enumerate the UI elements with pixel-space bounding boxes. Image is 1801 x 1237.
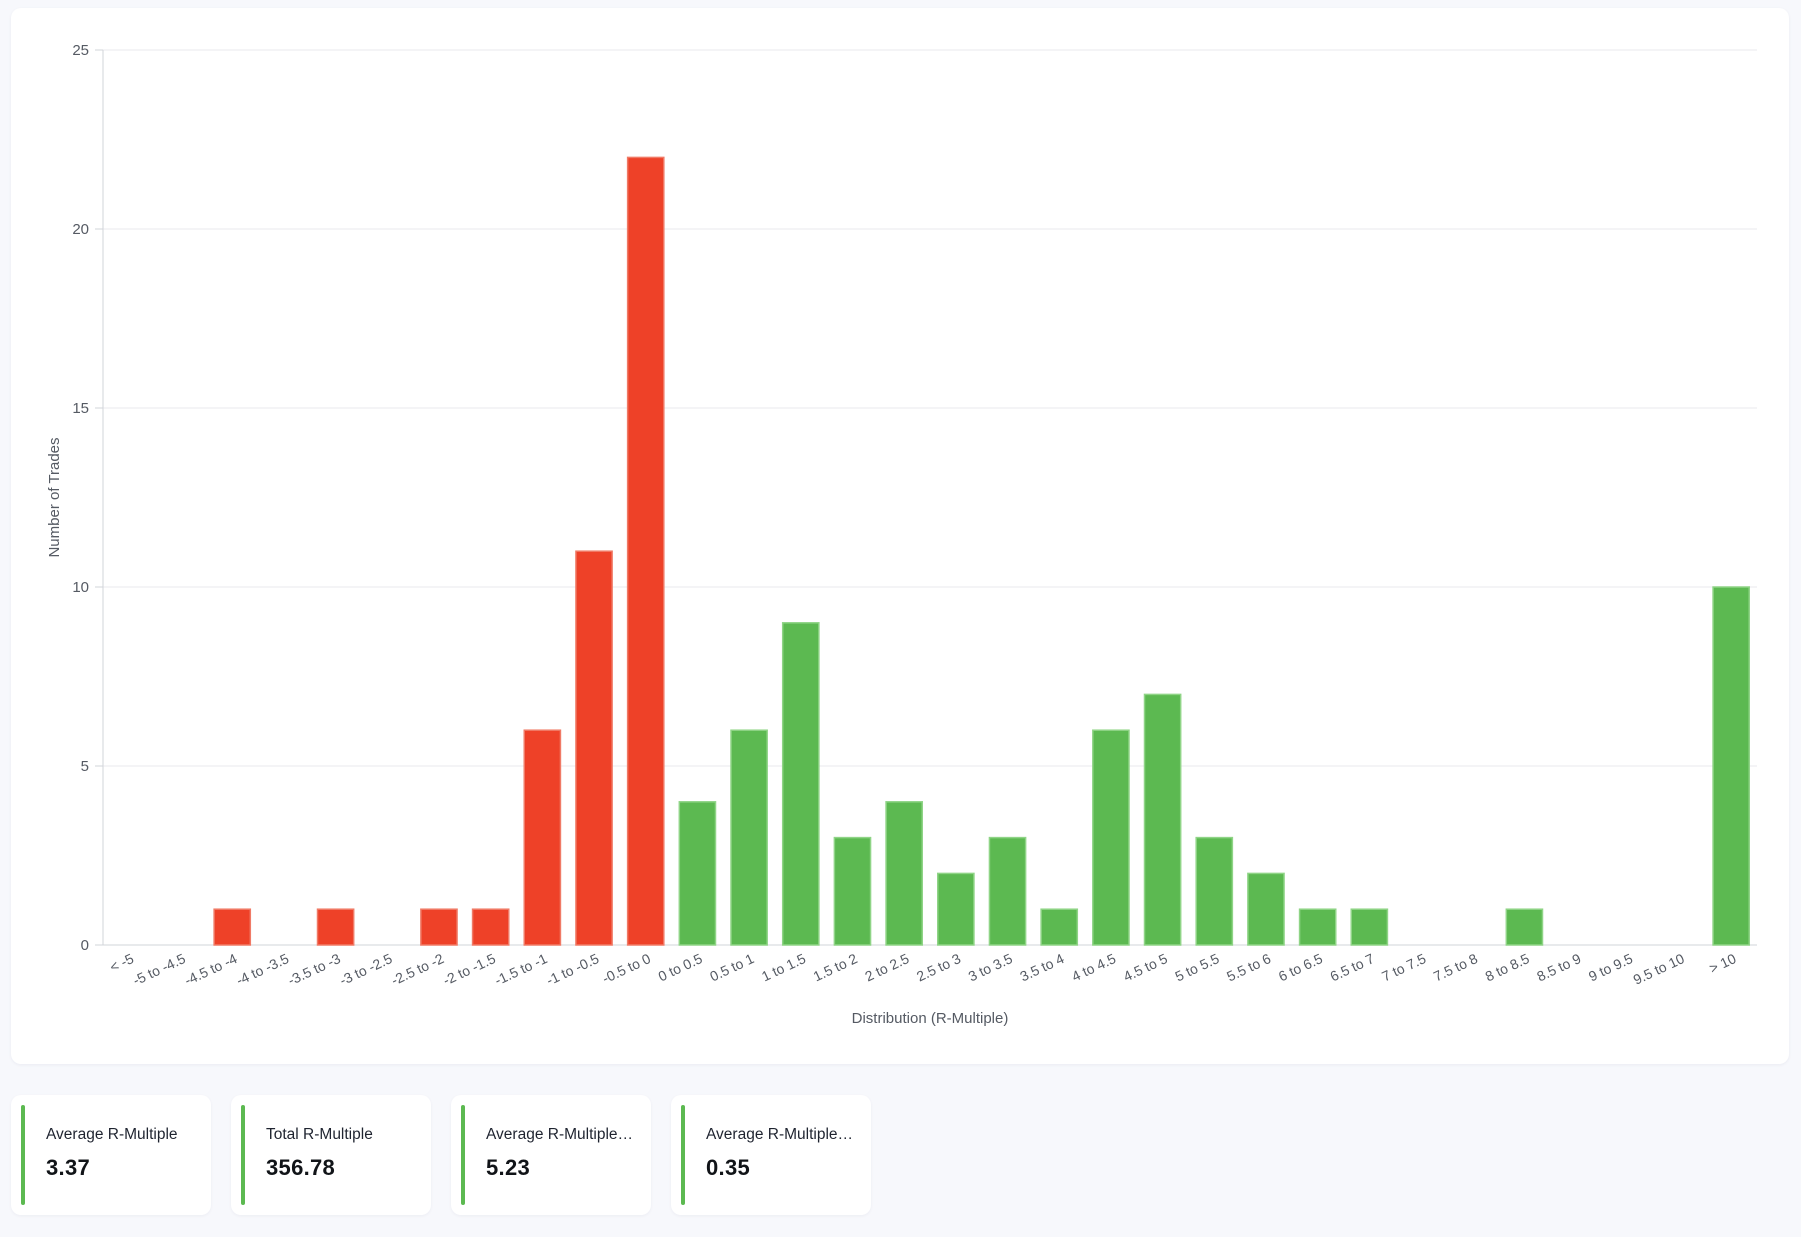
bar	[937, 872, 975, 946]
stats-row: Average R-Multiple 3.37 Total R-Multiple…	[11, 1095, 871, 1215]
bar	[1505, 908, 1544, 946]
bar	[420, 908, 458, 946]
x-tick-label: 0 to 0.5	[656, 950, 705, 984]
x-axis-title: Distribution (R-Multiple)	[852, 1010, 1009, 1027]
x-tick-label: -4 to -3.5	[234, 950, 292, 988]
bar	[213, 908, 252, 946]
bar	[781, 622, 820, 946]
x-tick-label: 6 to 6.5	[1276, 950, 1325, 984]
x-tick-label: < -5	[107, 950, 136, 975]
stat-value: 5.23	[486, 1155, 531, 1180]
stat-accent-bar	[21, 1105, 25, 1205]
x-tick-label: 1.5 to 2	[811, 950, 860, 984]
stat-value: 3.37	[46, 1155, 91, 1180]
x-tick-label: 2.5 to 3	[914, 950, 963, 984]
stat-accent-bar	[461, 1105, 465, 1205]
stat-value: 356.78	[266, 1155, 336, 1180]
stat-label: Average R-Multiple L…	[706, 1126, 856, 1143]
stat-label: Total R-Multiple	[266, 1126, 373, 1143]
x-tick-label: -3 to -2.5	[337, 950, 395, 988]
bar	[1195, 836, 1234, 946]
x-tick-label: 1 to 1.5	[759, 950, 808, 984]
y-tick-label: 15	[72, 400, 89, 417]
x-tick-label: 3.5 to 4	[1017, 950, 1066, 984]
x-tick-label: 4.5 to 5	[1121, 950, 1170, 984]
stat-accent-bar	[241, 1105, 245, 1205]
chart-svg: 0 5 10 15 20 25 < -5-5 to -4.5-4.5 to -4-4 to …	[46, 42, 1757, 1027]
bar	[885, 801, 923, 946]
stat-value: 0.35	[706, 1155, 751, 1180]
x-tick-label: -2.5 to -2	[389, 950, 447, 988]
bar	[833, 836, 872, 946]
x-tick-label: 3 to 3.5	[966, 950, 1015, 984]
x-tick-label: 2 to 2.5	[862, 950, 911, 984]
bar	[523, 729, 562, 946]
stat-label: Average R-Multiple …	[486, 1126, 636, 1143]
x-tick-label: 7.5 to 8	[1431, 950, 1480, 984]
x-tick-label: 8 to 8.5	[1483, 950, 1532, 984]
x-tick-label: 8.5 to 9	[1534, 950, 1583, 984]
y-tick-label: 25	[72, 42, 89, 59]
y-tick-label: 0	[81, 937, 89, 954]
y-tick-label: 10	[72, 579, 89, 596]
bar	[316, 908, 355, 946]
bar	[1350, 908, 1389, 946]
bar	[1247, 872, 1285, 946]
bar	[1092, 729, 1130, 946]
bar	[1298, 908, 1337, 946]
y-tick-label: 20	[72, 221, 89, 238]
stat-card-total-r-multiple: Total R-Multiple 356.78	[231, 1095, 431, 1215]
x-tick-label: -4.5 to -4	[182, 950, 240, 988]
x-tick-label: -2 to -1.5	[440, 950, 498, 988]
x-tick-label: 9.5 to 10	[1631, 950, 1687, 988]
r-multiple-distribution-chart: 0 5 10 15 20 25 < -5 -5 to -4.5 -4.5 to -4 -4 to …	[11, 8, 1789, 1064]
stat-card-average-r-multiple-loss: Average R-Multiple L… 0.35	[671, 1095, 871, 1215]
bar	[575, 550, 613, 946]
bar	[626, 156, 665, 946]
bar	[730, 729, 768, 946]
x-tick-label: 5.5 to 6	[1224, 950, 1273, 984]
x-tick-label: 9 to 9.5	[1586, 950, 1635, 984]
x-tick-label: > 10	[1707, 950, 1739, 976]
bar	[1143, 693, 1182, 946]
stat-label: Average R-Multiple	[46, 1126, 178, 1143]
x-tick-label: -5 to -4.5	[130, 950, 188, 988]
x-tick-label: -3.5 to -3	[285, 950, 343, 988]
x-tick-label: 5 to 5.5	[1172, 950, 1221, 984]
y-tick-label: 5	[81, 758, 89, 775]
x-tick-label: -1.5 to -1	[492, 950, 550, 988]
stat-card-average-r-multiple: Average R-Multiple 3.37	[11, 1095, 211, 1215]
bar	[471, 908, 510, 946]
x-tick-label: -1 to -0.5	[544, 950, 602, 988]
bar	[1040, 908, 1079, 946]
x-tick-label: 7 to 7.5	[1379, 950, 1428, 984]
x-tick-label: 0.5 to 1	[707, 950, 756, 984]
y-axis-title: Number of Trades	[46, 437, 63, 557]
bar	[988, 836, 1027, 946]
x-tick-label: -0.5 to 0	[600, 950, 654, 986]
x-tick-label: 4 to 4.5	[1069, 950, 1118, 984]
stat-accent-bar	[681, 1105, 685, 1205]
bar	[678, 801, 717, 946]
stat-card-average-r-multiple-win: Average R-Multiple … 5.23	[451, 1095, 651, 1215]
bar	[1712, 586, 1750, 946]
x-tick-label: 6.5 to 7	[1328, 950, 1377, 984]
